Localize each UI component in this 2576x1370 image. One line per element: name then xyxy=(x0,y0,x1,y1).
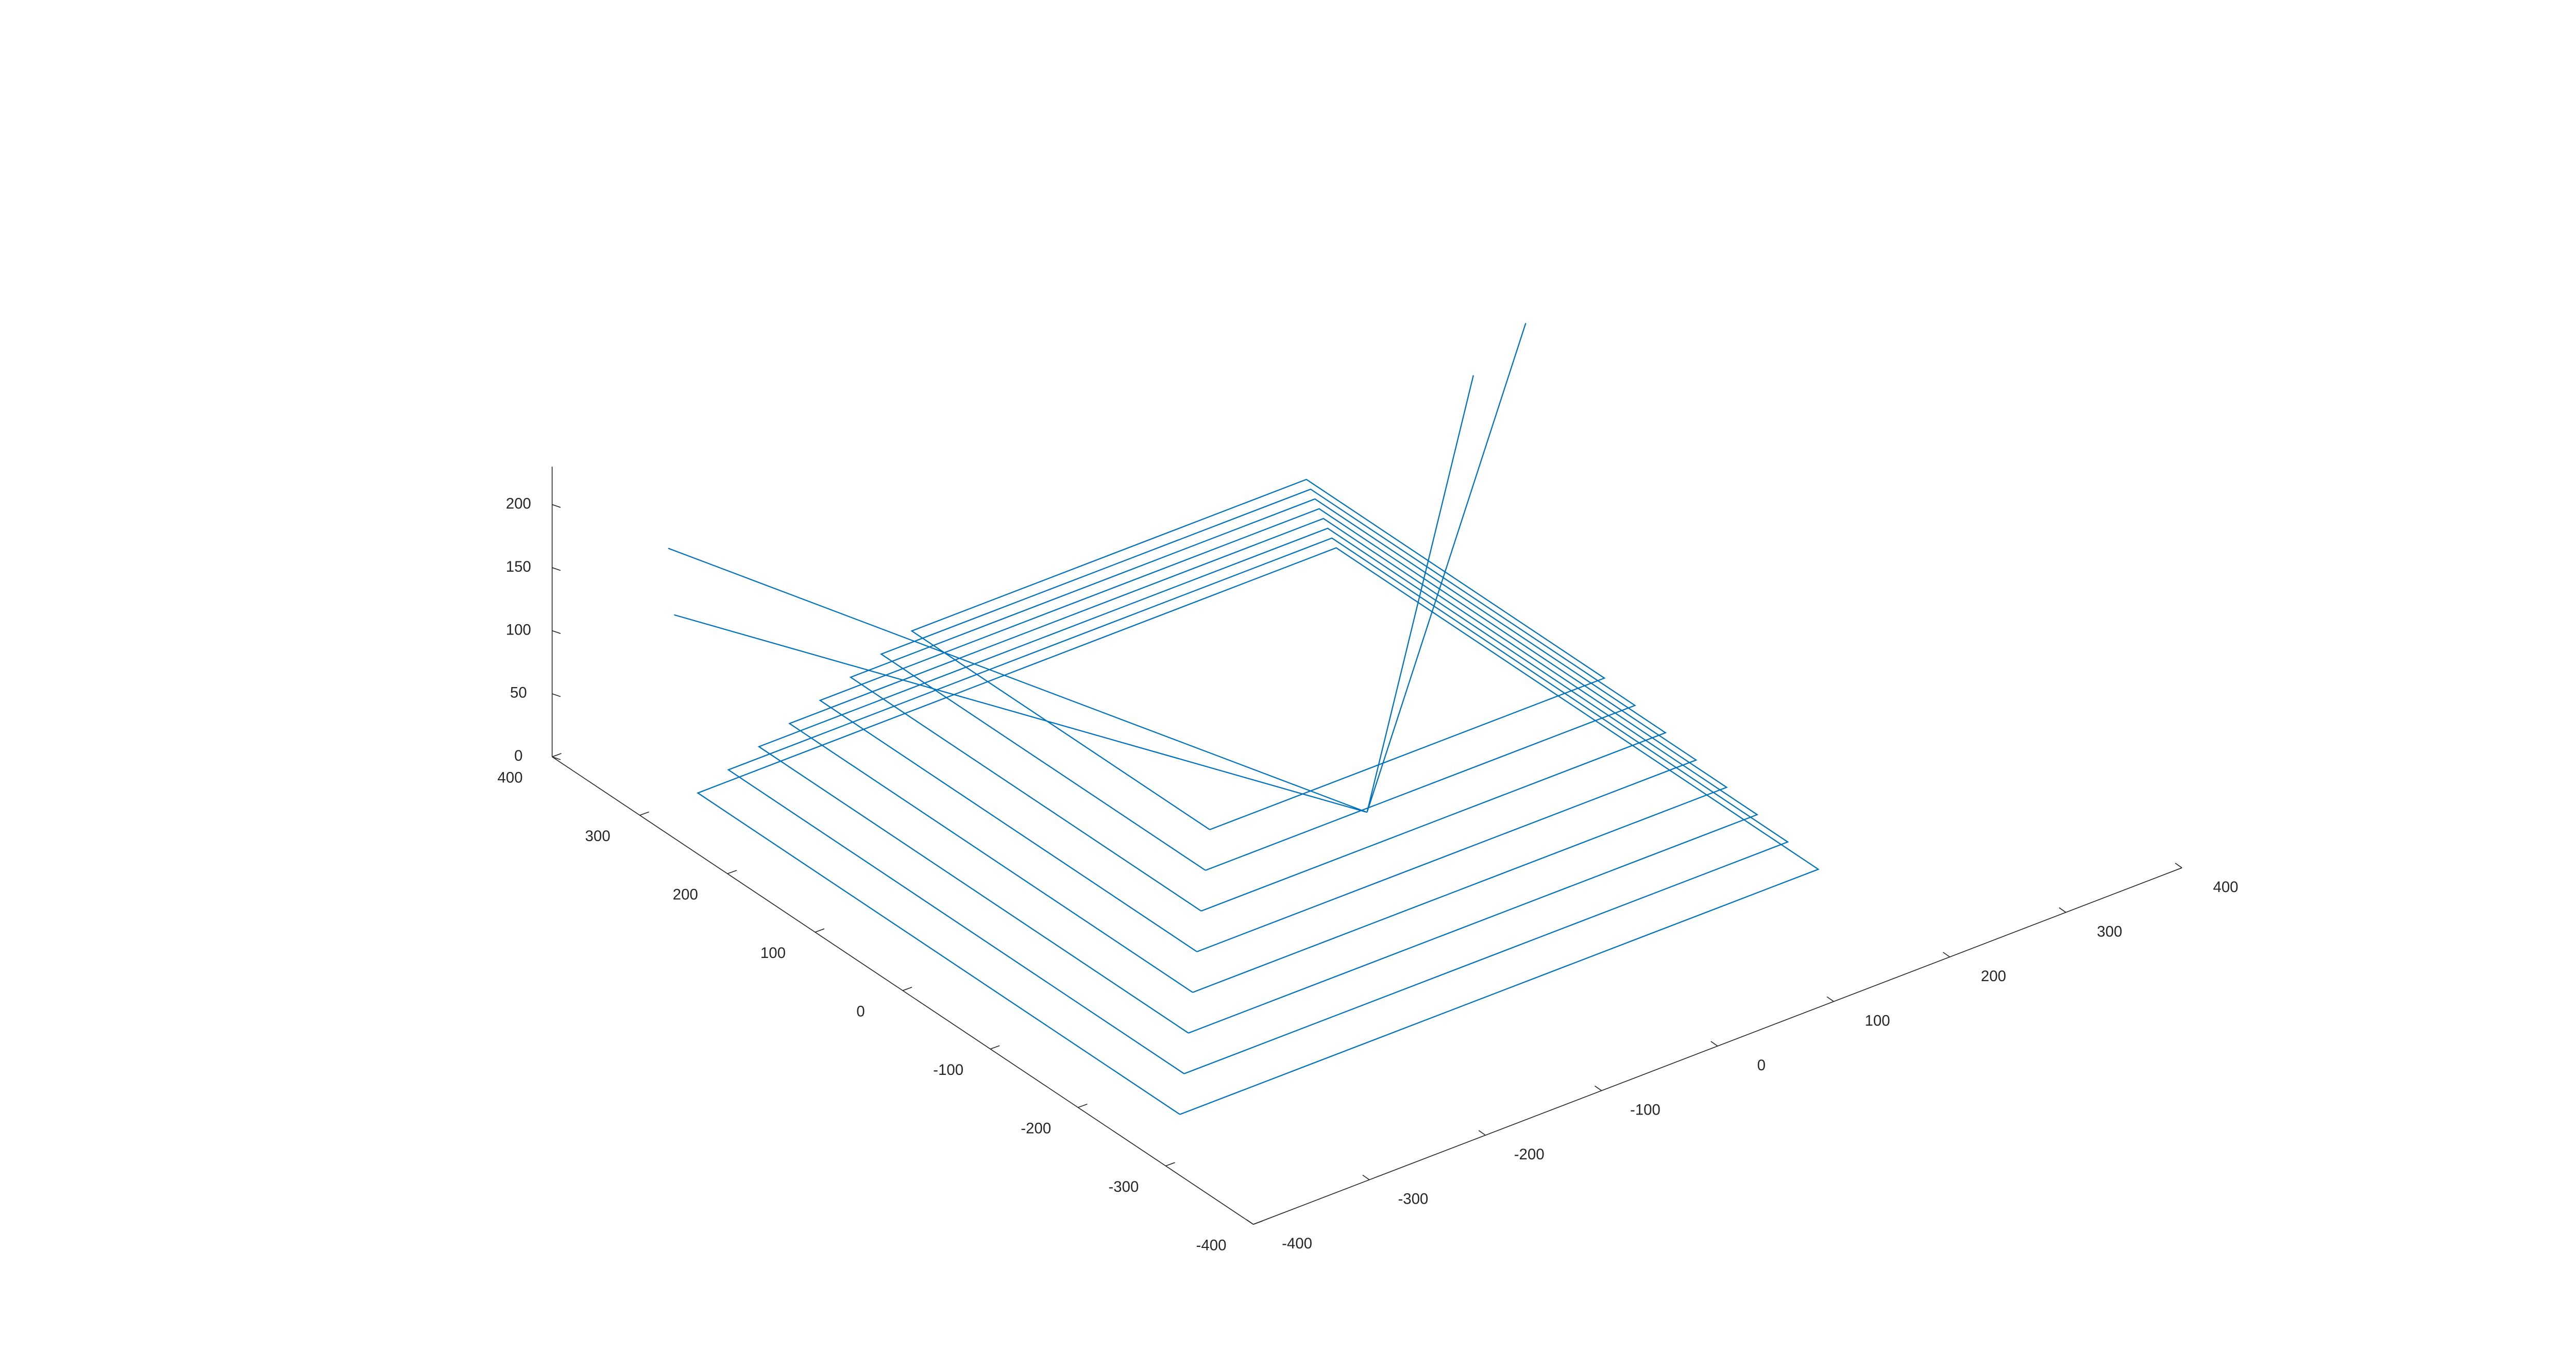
y-tick xyxy=(1165,1162,1175,1167)
z-tick-label: 200 xyxy=(506,495,531,512)
z-tick xyxy=(552,567,561,571)
y-tick-label: 200 xyxy=(673,886,698,903)
y-tick xyxy=(552,753,562,758)
y-tick-label: -100 xyxy=(933,1061,963,1078)
y-tick-label: 400 xyxy=(498,769,523,786)
y-tick-label: 0 xyxy=(856,1003,865,1020)
z-tick xyxy=(552,504,561,508)
z-tick-label: 50 xyxy=(510,684,527,701)
x-tick-label: -300 xyxy=(1398,1191,1428,1208)
x-tick-label: 100 xyxy=(1865,1012,1890,1029)
x-tick-label: 400 xyxy=(2213,879,2238,896)
z-tick xyxy=(552,693,561,697)
x-tick-label: -100 xyxy=(1630,1102,1660,1119)
y-tick xyxy=(990,1045,1000,1050)
y-tick xyxy=(639,811,650,816)
z-tick xyxy=(552,756,561,760)
z-tick-label: 150 xyxy=(506,558,531,575)
y-tick xyxy=(815,928,825,933)
z-tick xyxy=(552,630,561,634)
x-tick xyxy=(1710,1041,1718,1047)
x-tick xyxy=(2175,863,2182,868)
y-tick xyxy=(1078,1103,1088,1108)
y-tick-label: -300 xyxy=(1108,1178,1139,1195)
y-tick-label: 100 xyxy=(760,945,786,962)
x-tick xyxy=(1826,996,1834,1002)
z-tick-label: 100 xyxy=(506,621,531,638)
x-tick xyxy=(1362,1174,1370,1180)
x-tick-label: 300 xyxy=(2097,923,2122,940)
y-tick-label: 300 xyxy=(585,828,611,845)
y-tick xyxy=(727,870,737,875)
x-tick xyxy=(2059,907,2066,913)
x-tick xyxy=(1478,1130,1486,1136)
x-tick xyxy=(1246,1219,1254,1225)
x-tick-label: 200 xyxy=(1981,968,2006,985)
y-tick xyxy=(902,987,912,991)
y-tick-label: -200 xyxy=(1021,1120,1051,1137)
toolpath-line xyxy=(668,323,1820,1115)
y-tick-label: -400 xyxy=(1196,1237,1227,1254)
x-tick-label: -200 xyxy=(1514,1146,1545,1163)
z-tick-label: 0 xyxy=(514,747,522,764)
y-tick xyxy=(1253,1220,1263,1225)
x-tick-label: -400 xyxy=(1282,1235,1312,1252)
x-tick-label: 0 xyxy=(1757,1057,1766,1074)
x-tick xyxy=(1942,952,1950,957)
x-tick xyxy=(1595,1085,1602,1091)
